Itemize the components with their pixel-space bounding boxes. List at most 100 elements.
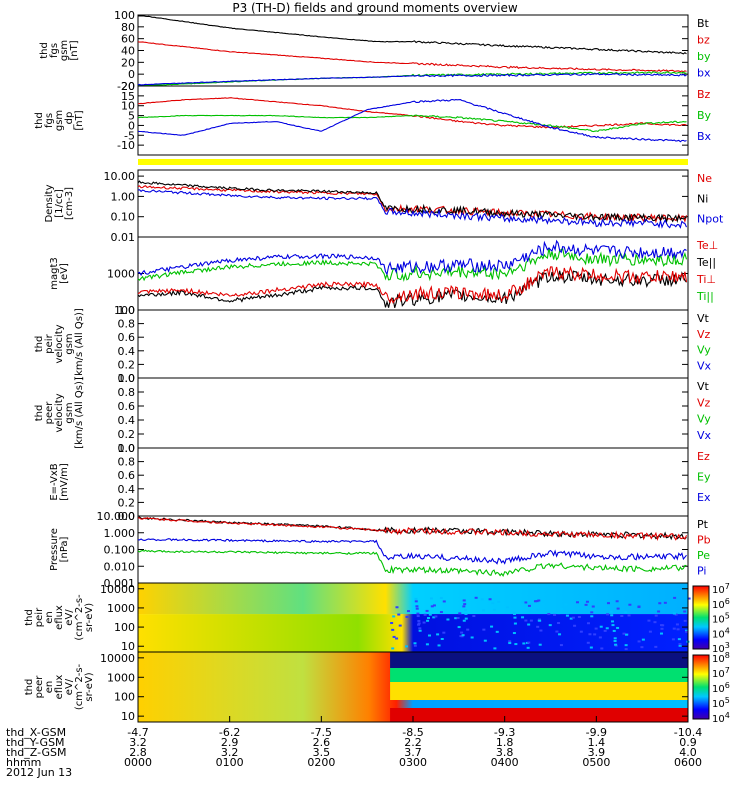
legend-Te⊥: Te⊥ xyxy=(696,239,718,252)
spectrogram-speckle xyxy=(685,629,689,632)
spectrogram-speckle xyxy=(675,623,679,626)
xaxis-value: 3.2 xyxy=(221,746,239,759)
panel-frame-density xyxy=(137,169,689,238)
series-Pi xyxy=(137,538,687,565)
spectrogram-speckle xyxy=(654,614,658,617)
spectrogram-speckle xyxy=(427,634,431,637)
spectrogram-speckle xyxy=(547,613,551,616)
spectrogram-speckle xyxy=(392,615,396,618)
colorbar-label: 107 xyxy=(712,666,730,680)
y-tick-label: 100 xyxy=(114,9,135,22)
spectrogram-speckle xyxy=(529,603,533,606)
spectrogram-speckle xyxy=(391,628,395,631)
spectrogram-speckle xyxy=(594,627,598,630)
legend-Vy: Vy xyxy=(697,344,711,357)
y-axis-label: thdfgsgsm_dp[nT] xyxy=(34,110,85,131)
y-tick-label: 5 xyxy=(128,110,135,123)
spectrogram-speckle xyxy=(495,630,499,633)
legend-bz: bz xyxy=(697,34,710,47)
spectrogram-speckle xyxy=(398,624,402,627)
spectrogram-speckle xyxy=(414,597,418,600)
xaxis-row-label: thd_Z-GSM xyxy=(6,746,66,759)
y-tick-label: 1000 xyxy=(107,671,135,684)
spectrogram-speckle xyxy=(458,612,462,615)
spectrogram-speckle xyxy=(678,644,682,647)
spectrogram-speckle xyxy=(660,627,664,630)
spectrogram-speckle xyxy=(527,623,531,626)
series-Pe xyxy=(137,549,687,577)
spectrogram-speckle xyxy=(415,605,419,608)
legend-Vt: Vt xyxy=(697,380,710,393)
spectrogram-speckle xyxy=(463,603,467,606)
xaxis-value: 1.4 xyxy=(588,736,606,749)
spectrogram-speckle xyxy=(612,629,616,632)
colorbar-label: 106 xyxy=(712,597,730,611)
spectrogram-speckle xyxy=(579,630,583,633)
spectrogram-speckle xyxy=(553,613,557,616)
xaxis-value: 2.2 xyxy=(404,736,422,749)
xaxis-value: 0000 xyxy=(124,756,152,769)
spectrogram-speckle xyxy=(514,643,518,646)
spectrogram-speckle xyxy=(528,609,532,612)
spectrogram-speckle xyxy=(418,627,422,630)
spectrogram-speckle xyxy=(490,625,494,628)
spectrogram-speckle xyxy=(457,626,461,629)
colorbar xyxy=(692,654,710,720)
y-tick-label: 0.01 xyxy=(111,231,136,244)
y-axis-label: E=-VxB[mV/m] xyxy=(49,463,70,501)
xaxis-value: 0.9 xyxy=(679,736,697,749)
panel-frame-peir-velocity xyxy=(137,309,689,379)
spectrogram-speckle xyxy=(657,610,661,613)
spectrogram-speckle xyxy=(512,611,516,614)
y-axis-label: thdpeirenefluxeV/(cm^2-s-sr-eV) xyxy=(24,594,95,641)
spectrogram-speckle xyxy=(538,643,542,646)
spectrogram-speckle xyxy=(466,628,470,631)
spectrogram-speckle xyxy=(482,609,486,612)
y-tick-label: 0.8 xyxy=(118,386,136,399)
spectrogram-speckle xyxy=(571,616,575,619)
spectrogram-speckle xyxy=(425,609,429,612)
spectrogram-speckle xyxy=(536,608,540,611)
xaxis-value: -9.9 xyxy=(586,726,607,739)
spectrogram-speckle xyxy=(671,638,675,641)
spectrogram-speckle xyxy=(620,615,624,618)
spectrogram-speckle xyxy=(474,596,478,599)
spectrogram-speckle xyxy=(676,628,680,631)
spectrogram-speckle xyxy=(417,622,421,625)
spectrogram-speckle xyxy=(439,611,443,614)
spectrogram-speckle xyxy=(559,607,563,610)
spectrogram-speckle xyxy=(442,600,446,603)
y-tick-label: -5 xyxy=(124,129,135,142)
xaxis-row-label: thd_Y-GSM xyxy=(6,736,65,749)
y-tick-label: -20 xyxy=(117,80,135,93)
spectrogram-speckle xyxy=(430,605,434,608)
spectrogram-speckle xyxy=(593,633,597,636)
spectrogram-speckle xyxy=(616,626,620,629)
y-tick-label: 1.0 xyxy=(118,372,136,385)
xaxis-row-label: thd_X-GSM xyxy=(6,726,66,739)
spectrogram-speckle xyxy=(687,597,691,600)
spectrogram-speckle xyxy=(527,641,531,644)
spectrogram-speckle xyxy=(600,647,604,650)
spectrogram-speckle xyxy=(647,619,651,622)
y-tick-label: 0.0 xyxy=(118,510,136,523)
spectrogram-speckle xyxy=(526,646,530,649)
panel-frame-e-vxb xyxy=(137,447,689,517)
y-tick-label: 10 xyxy=(121,100,135,113)
spectrogram-speckle xyxy=(416,612,420,615)
y-tick-label: 0.6 xyxy=(118,400,136,413)
y-tick-label: 0.0 xyxy=(118,372,136,385)
xaxis-value: -10.4 xyxy=(674,726,702,739)
spectrogram-speckle xyxy=(425,643,429,646)
spectrogram-speckle xyxy=(673,596,677,599)
spectrogram-speckle xyxy=(557,612,561,615)
y-axis-label: Density[1/cc][cm-3] xyxy=(44,184,75,222)
spectrogram-speckle xyxy=(428,613,432,616)
spectrogram-speckle xyxy=(529,619,533,622)
legend-Vy: Vy xyxy=(697,413,711,426)
spectrogram-speckle xyxy=(405,645,409,648)
series-Ti⊥ xyxy=(137,239,687,276)
xaxis-value: -6.2 xyxy=(219,726,240,739)
spectrogram-speckle xyxy=(390,622,394,625)
spectrogram-speckle xyxy=(614,643,618,646)
